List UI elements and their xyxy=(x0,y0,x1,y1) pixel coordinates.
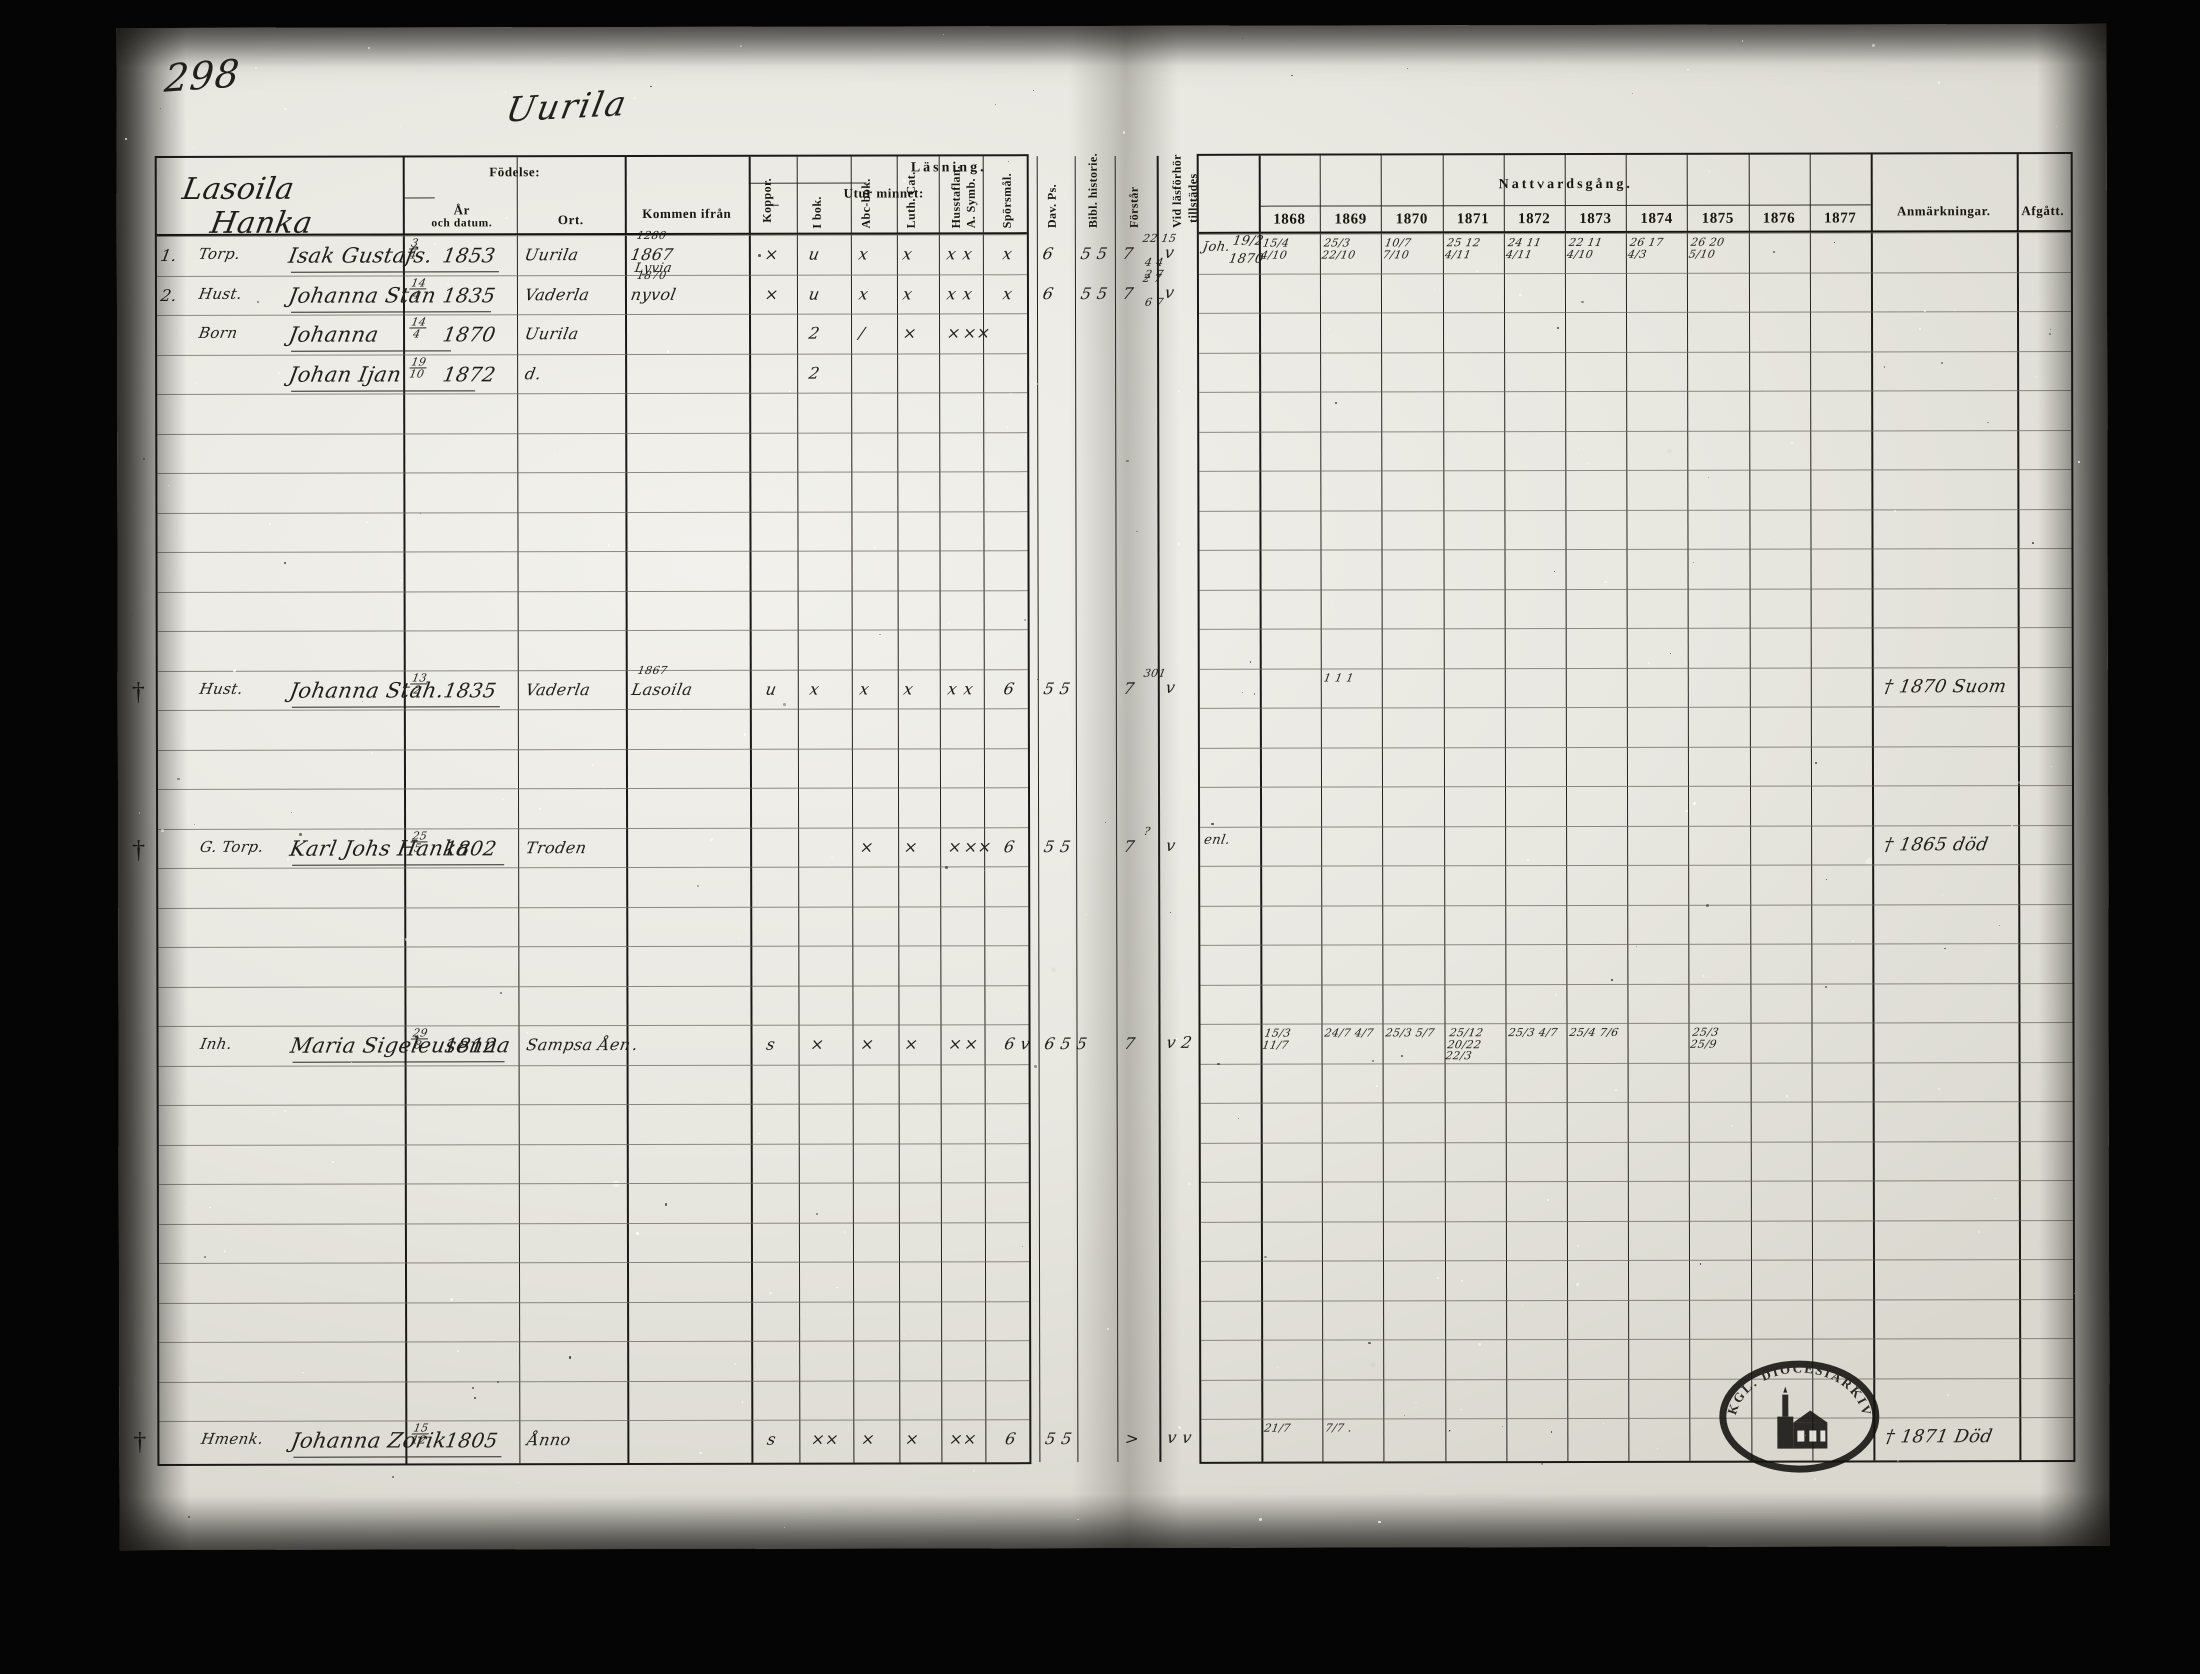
header-forstar: Förstår xyxy=(1126,186,1141,228)
col-div-davps xyxy=(1074,156,1079,1463)
luth-cat-mark: × xyxy=(903,1429,921,1449)
folio-number: 298 xyxy=(162,50,242,101)
dav-ps-mark: 6 5 5 xyxy=(1042,1034,1089,1054)
name-underline xyxy=(293,1456,502,1458)
forstar-mark: > xyxy=(1123,1428,1141,1448)
tillstades-mark: v xyxy=(1164,677,1177,697)
dav-ps-mark: 6 xyxy=(1041,244,1056,264)
smallpox-mark: s xyxy=(765,1429,778,1449)
left-row-group: 1. Torp. Isak Gustafs. 3 4 1853 Uurila 1280 1867… xyxy=(132,156,1194,1458)
table-row: Hmenk. Johanna Zorik 15 12 1805 Ånno s ×× × × ×× 6 5… xyxy=(133,156,1193,1464)
dav-ps-mark: 5 5 xyxy=(1043,1429,1074,1449)
svg-text:KGL. DIOCESIARKIV: KGL. DIOCESIARKIV xyxy=(1724,1360,1875,1418)
forstar-mark: 7 xyxy=(1122,678,1137,698)
parish-name: Uurila xyxy=(502,83,632,131)
abc-book-mark: × xyxy=(859,1429,877,1449)
in-book-mark: ×× xyxy=(809,1429,841,1449)
communion-mark-1868: 21/7 xyxy=(1263,1421,1292,1435)
col-div-sporsmal xyxy=(1036,156,1041,1463)
deceased-cross-icon: † xyxy=(131,676,146,706)
birth-year: 1805 xyxy=(443,1428,500,1453)
dav-ps-mark: 5 5 xyxy=(1042,836,1073,856)
deceased-cross-icon: † xyxy=(133,1427,147,1457)
right-table: Nattvardsgång. Anmärkningar. Afgått. 186… xyxy=(1196,151,2076,1464)
header-dav-ps: Dav. Ps. xyxy=(1044,183,1059,229)
forstar-mark: 7 xyxy=(1121,283,1136,303)
col-div-forstar xyxy=(1156,155,1162,1462)
communion-mark-1871: . xyxy=(1446,1421,1454,1435)
extra-mark-1: 301 xyxy=(1142,666,1168,680)
deceased-cross-icon: † xyxy=(132,834,146,864)
header-bibl-historie: Bibl. historie. xyxy=(1085,153,1100,229)
remark-text: † 1871 Död xyxy=(1883,1426,1995,1448)
tillstades-mark: v xyxy=(1163,282,1177,302)
church-icon xyxy=(1777,1386,1828,1449)
extra-mark-2: 6 7 xyxy=(1143,295,1165,309)
stamp-text: KGL. DIOCESIARKIV xyxy=(1724,1360,1875,1418)
birth-place: Ånno xyxy=(525,1430,573,1450)
row-status: Hmenk. xyxy=(199,1429,266,1448)
forstar-mark: 7 xyxy=(1121,243,1136,263)
archive-stamp: KGL. DIOCESIARKIV xyxy=(1719,1360,1880,1473)
tillstades-mark: v v xyxy=(1165,1427,1194,1447)
forstar-mark: 7 xyxy=(1122,1033,1137,1053)
stamp-top-text: KGL. DIOCESIARKIV xyxy=(1724,1360,1875,1418)
tillstades-mark: v xyxy=(1163,242,1176,262)
forstar-mark: 7 xyxy=(1122,836,1137,856)
extra-mark-1: ? xyxy=(1142,824,1152,838)
dav-ps-mark: 6 xyxy=(1041,283,1056,303)
communion-mark-1869: 7/7 . xyxy=(1324,1421,1354,1435)
sporsmal-mark: 6 xyxy=(1003,1429,1018,1449)
header-vid-lasforhor: Vid läsförhör xyxy=(1169,154,1184,228)
left-table: Födelse: År och datum. Ort. Kommen ifrån… xyxy=(132,153,1200,1467)
bibl-historie-mark: 5 5 xyxy=(1079,283,1110,303)
dav-ps-mark: 5 5 xyxy=(1042,678,1073,698)
extra-mark-1: 22 15 xyxy=(1141,231,1178,245)
husstaflan-mark: ×× xyxy=(947,1429,979,1449)
open-book-page: 298 Uurila Födelse: År o xyxy=(116,23,2110,1551)
extra-mark-1: 2 7 xyxy=(1141,271,1163,285)
tillstades-mark: v xyxy=(1164,835,1178,855)
col-div-bibl xyxy=(1114,155,1119,1462)
page-edge-bottom xyxy=(119,1491,2110,1551)
right-row-group: Joh. 19/2 1870 15/4 4/10 25/3 22/10 10/7 7/10… xyxy=(1198,154,2074,1447)
tillstades-mark: v 2 xyxy=(1164,1032,1194,1052)
page-edge-top xyxy=(116,23,2107,69)
bibl-historie-mark: 5 5 xyxy=(1079,244,1110,264)
table-row: 21/7 7/7 .. † 1871 Död xyxy=(1199,154,2074,1462)
